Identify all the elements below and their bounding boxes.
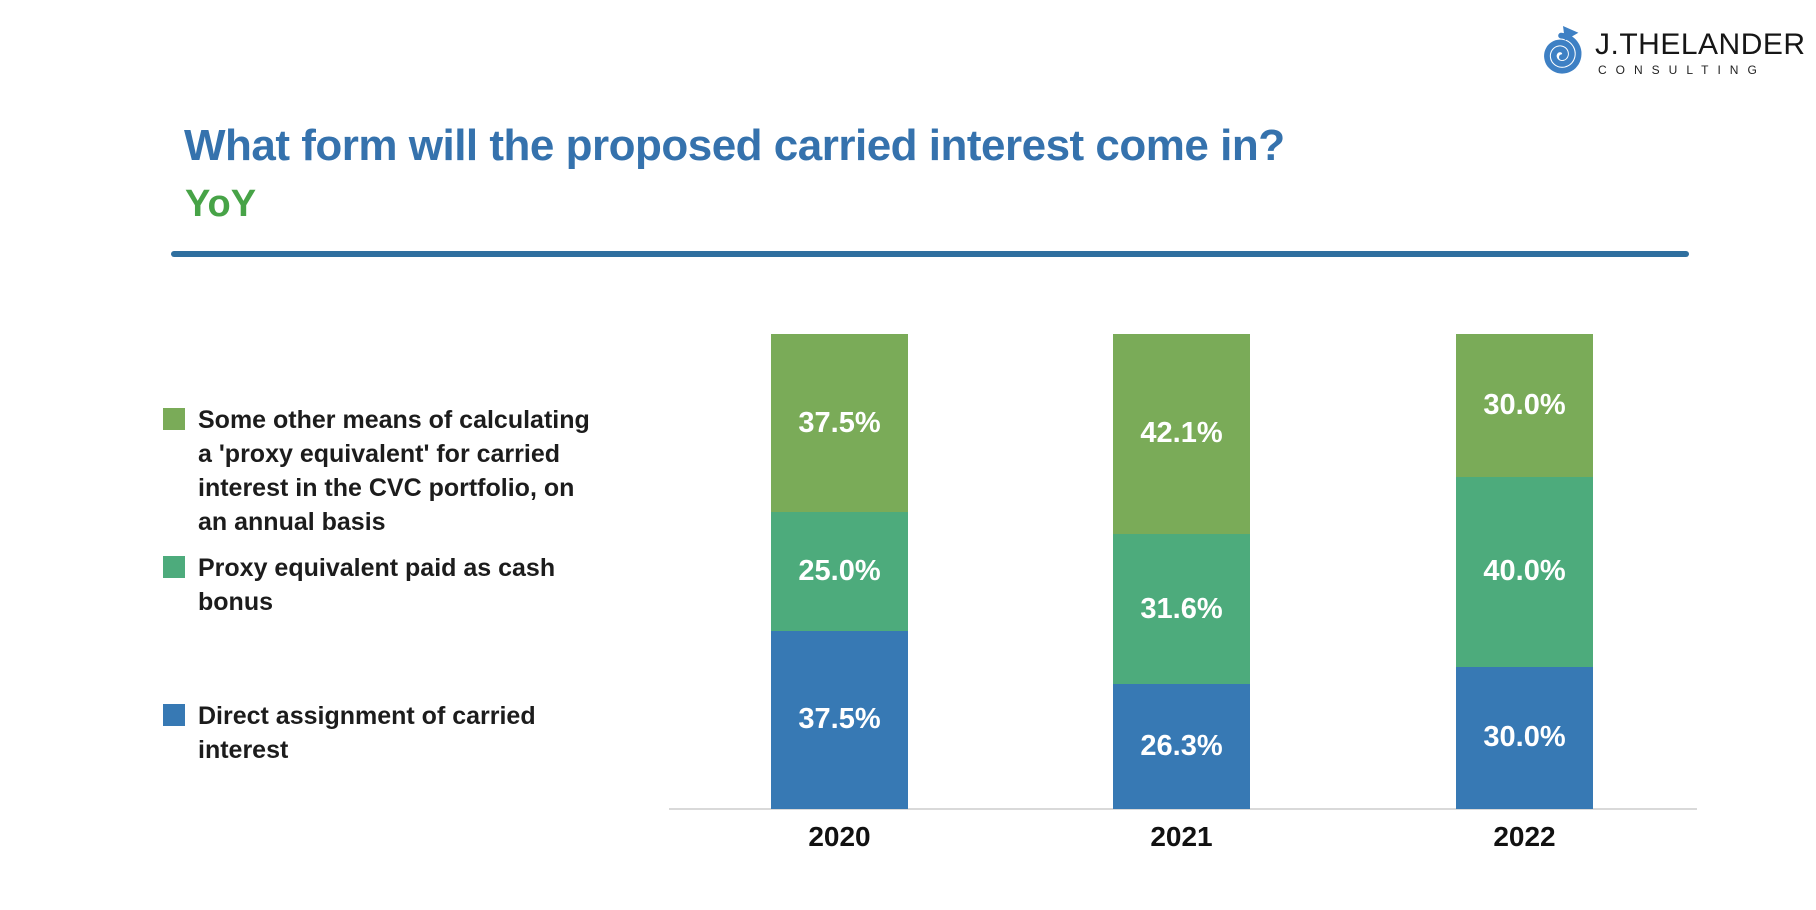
- bar-value-label: 37.5%: [798, 406, 881, 439]
- bar-segment-other-proxy-equivalent: 42.1%: [1113, 334, 1250, 534]
- page-subtitle: YoY: [185, 183, 257, 225]
- bar-value-label: 40.0%: [1483, 555, 1566, 587]
- category-label: 2022: [1493, 821, 1556, 852]
- spiral-arrow-icon: [1544, 26, 1582, 74]
- bar-segment-proxy-cash-bonus: 31.6%: [1113, 533, 1250, 685]
- bar-value-label: 31.6%: [1140, 592, 1223, 625]
- legend-label: Direct assignment of carried interest: [198, 702, 536, 764]
- bar-value-label: 42.1%: [1140, 417, 1223, 450]
- logo-text: J.THELANDER CONSULTING: [1595, 28, 1806, 78]
- x-axis-line: [669, 808, 1697, 810]
- legend-swatch-icon: [163, 408, 185, 430]
- bar-segment-direct-assignment: 30.0%: [1456, 666, 1593, 809]
- legend-swatch-icon: [163, 704, 185, 726]
- bar-value-label: 25.0%: [798, 555, 881, 587]
- page-title: What form will the proposed carried inte…: [184, 121, 1285, 170]
- bar-segment-direct-assignment: 37.5%: [771, 630, 908, 809]
- bar-segment-other-proxy-equivalent: 37.5%: [771, 334, 908, 513]
- category-label: 2020: [808, 821, 871, 852]
- bar-value-label: 30.0%: [1483, 721, 1566, 754]
- bar-segment-proxy-cash-bonus: 40.0%: [1456, 476, 1593, 667]
- bar-segment-other-proxy-equivalent: 30.0%: [1456, 334, 1593, 477]
- bar-value-label: 26.3%: [1140, 730, 1223, 763]
- legend-item: Proxy equivalent paid as cash bonus: [163, 551, 603, 619]
- legend-label: Some other means of calculating a 'proxy…: [198, 406, 590, 536]
- logo-name: J.THELANDER: [1595, 28, 1806, 61]
- legend-item: Some other means of calculating a 'proxy…: [163, 403, 603, 539]
- bar-segment-direct-assignment: 26.3%: [1113, 684, 1250, 809]
- category-label: 2021: [1150, 821, 1213, 852]
- bar-value-label: 37.5%: [798, 703, 881, 736]
- legend-item: Direct assignment of carried interest: [163, 699, 603, 767]
- legend-swatch-icon: [163, 556, 185, 578]
- title-divider: [171, 251, 1689, 257]
- bar-value-label: 30.0%: [1483, 388, 1566, 421]
- company-logo: J.THELANDER CONSULTING: [1538, 24, 1806, 80]
- logo-tagline: CONSULTING: [1598, 63, 1766, 77]
- legend-label: Proxy equivalent paid as cash bonus: [198, 554, 556, 616]
- bar-segment-proxy-cash-bonus: 25.0%: [771, 512, 908, 631]
